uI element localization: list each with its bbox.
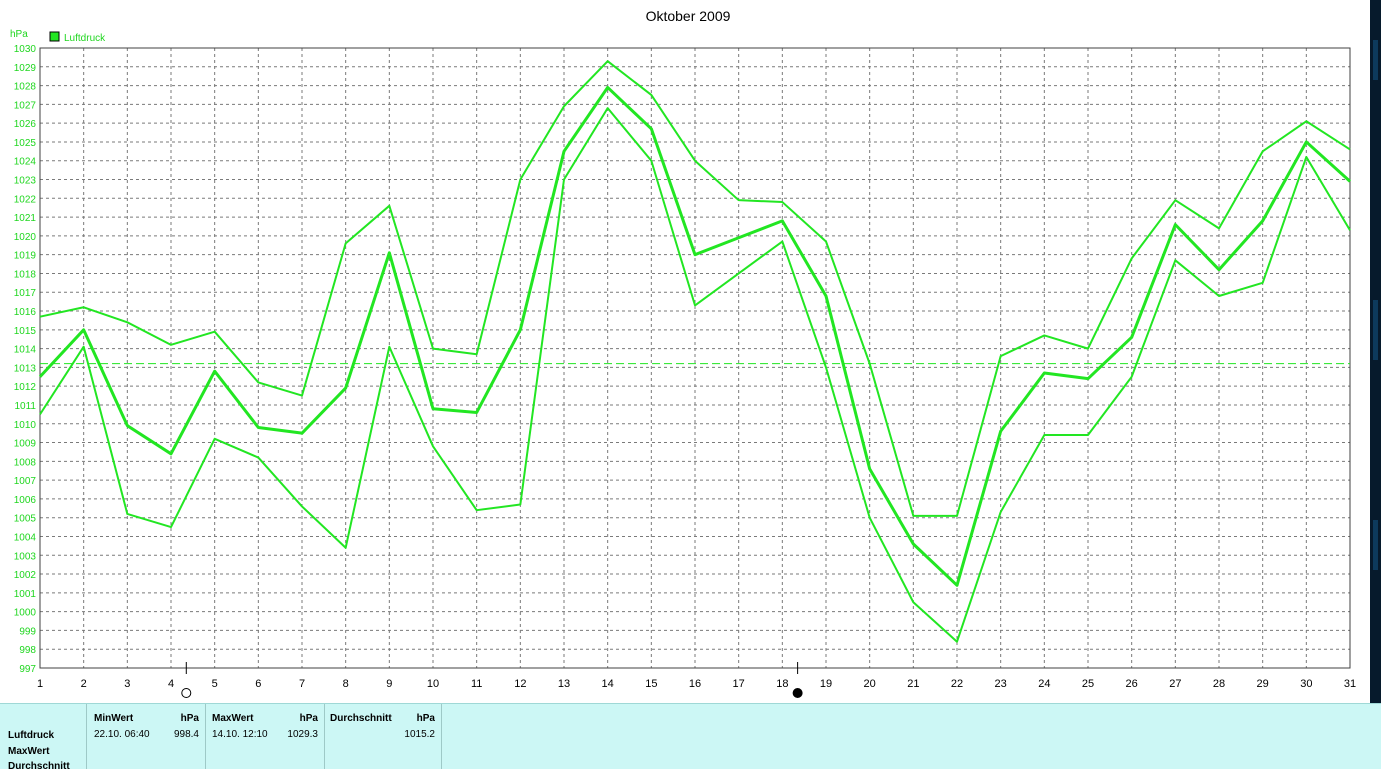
y-tick-label: 1012 — [14, 382, 37, 393]
x-tick-label: 20 — [864, 678, 876, 690]
x-tick-label: 11 — [471, 678, 482, 690]
x-tick-label: 9 — [386, 678, 392, 690]
stats-panel: Luftdruck MaxWert Durchschnitt MinWert h… — [0, 703, 1381, 772]
x-tick-label: 17 — [733, 678, 745, 690]
row-label-durchschnitt: Durchschnitt — [8, 761, 70, 772]
y-tick-label: 1006 — [14, 495, 37, 506]
y-tick-label: 1013 — [14, 363, 37, 374]
y-tick-label: 997 — [19, 664, 36, 675]
y-tick-label: 1001 — [14, 589, 37, 600]
max-header: MaxWert — [212, 713, 254, 724]
x-tick-label: 31 — [1344, 678, 1356, 690]
y-tick-label: 1005 — [14, 514, 37, 525]
chart-title: Oktober 2009 — [646, 8, 731, 24]
y-tick-label: 1022 — [14, 194, 37, 205]
y-tick-label: 1002 — [14, 570, 37, 581]
y-tick-label: 1016 — [14, 307, 37, 318]
y-tick-label: 1017 — [14, 288, 37, 299]
x-tick-label: 12 — [514, 678, 526, 690]
y-tick-label: 1010 — [14, 420, 37, 431]
y-tick-label: 1021 — [14, 213, 37, 224]
x-tick-label: 2 — [81, 678, 87, 690]
x-tick-label: 5 — [212, 678, 218, 690]
max-unit: hPa — [299, 713, 318, 724]
x-tick-label: 7 — [299, 678, 305, 690]
x-tick-label: 29 — [1257, 678, 1269, 690]
x-tick-label: 22 — [951, 678, 963, 690]
stats-col-min: MinWert hPa 22.10. 06:40 998.4 — [86, 704, 206, 769]
x-tick-label: 15 — [645, 678, 657, 690]
min-unit: hPa — [180, 713, 199, 724]
row-label-luftdruck: Luftdruck — [8, 730, 55, 741]
y-tick-label: 1020 — [14, 232, 37, 243]
series-line-min — [39, 107, 1351, 643]
min-header: MinWert — [94, 713, 134, 724]
y-tick-label: 1018 — [14, 269, 37, 280]
legend-swatch — [49, 31, 60, 42]
series-line-max — [39, 60, 1351, 517]
x-tick-label: 13 — [558, 678, 570, 690]
y-tick-label: 1015 — [14, 326, 37, 337]
x-tick-label: 8 — [343, 678, 349, 690]
x-tick-label: 19 — [820, 678, 832, 690]
max-datetime: 14.10. 12:10 — [212, 729, 268, 740]
stats-col-avg: Durchschnitt hPa 1015.2 — [325, 704, 442, 769]
y-tick-label: 1029 — [14, 63, 37, 74]
y-tick-label: 1023 — [14, 176, 37, 187]
x-tick-label: 1 — [37, 678, 43, 690]
x-tick-label: 3 — [124, 678, 130, 690]
scrollbar-strip — [1370, 0, 1381, 703]
y-tick-label: 1030 — [14, 44, 37, 55]
x-tick-label: 28 — [1213, 678, 1225, 690]
y-tick-label: 1025 — [14, 138, 37, 149]
y-tick-label: 1004 — [14, 532, 37, 543]
y-tick-label: 1014 — [14, 345, 37, 356]
y-tick-label: 998 — [19, 645, 36, 656]
y-tick-label: 1003 — [14, 551, 37, 562]
y-tick-label: 999 — [19, 626, 36, 637]
avg-unit: hPa — [416, 713, 435, 724]
pressure-chart: Oktober 2009 hPa Luftdruck 997 998 999 1000… — [10, 8, 1356, 698]
x-tick-label: 6 — [255, 678, 261, 690]
y-tick-label: 1027 — [14, 100, 37, 111]
y-tick-label: 1019 — [14, 251, 37, 262]
y-tick-label: 1028 — [14, 82, 37, 93]
stats-col-labels — [0, 704, 87, 769]
x-tick-label: 26 — [1126, 678, 1138, 690]
max-value: 1029.3 — [287, 729, 318, 740]
y-tick-label: 1007 — [14, 476, 37, 487]
y-axis-unit: hPa — [10, 29, 28, 40]
min-value: 998.4 — [173, 729, 199, 740]
x-tick-label: 24 — [1038, 678, 1050, 690]
x-tick-label: 23 — [995, 678, 1007, 690]
x-tick-label: 21 — [907, 678, 919, 690]
x-tick-label: 27 — [1169, 678, 1181, 690]
y-tick-label: 1000 — [14, 608, 37, 619]
new-moon-icon — [792, 688, 803, 698]
row-label-maxwert: MaxWert — [8, 745, 50, 757]
full-moon-icon — [181, 688, 192, 698]
x-tick-label: 10 — [427, 678, 439, 690]
x-tick-label: 4 — [168, 678, 174, 690]
y-tick-label: 1026 — [14, 119, 37, 130]
y-tick-label: 1024 — [14, 157, 37, 168]
avg-header: Durchschnitt — [330, 713, 392, 724]
x-tick-label: 16 — [689, 678, 701, 690]
plot-frame — [39, 47, 1351, 669]
x-tick-label: 14 — [602, 678, 614, 690]
avg-value: 1015.2 — [404, 729, 435, 740]
legend-label: Luftdruck — [64, 33, 106, 44]
y-tick-label: 1008 — [14, 457, 37, 468]
min-datetime: 22.10. 06:40 — [94, 729, 150, 740]
stats-col-max: MaxWert hPa 14.10. 12:10 1029.3 — [206, 704, 325, 769]
x-tick-label: 18 — [776, 678, 788, 690]
y-tick-label: 1011 — [14, 401, 36, 412]
x-tick-label: 30 — [1300, 678, 1312, 690]
stats-row-labels: Luftdruck MaxWert Durchschnitt — [8, 728, 70, 775]
series-line-avg — [38, 85, 1352, 587]
y-tick-label: 1009 — [14, 439, 37, 450]
x-tick-label: 25 — [1082, 678, 1094, 690]
